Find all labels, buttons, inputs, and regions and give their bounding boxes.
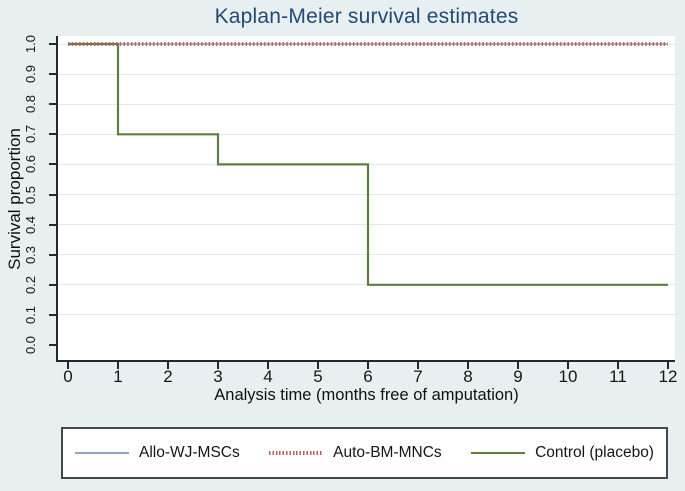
- y-gridline: [58, 194, 675, 195]
- x-tick: [517, 362, 519, 369]
- x-tick-label: 11: [609, 367, 627, 386]
- x-tick-label: 9: [513, 367, 523, 386]
- y-tick: [49, 163, 56, 166]
- y-tick-label: 0.5: [23, 185, 38, 204]
- x-tick-label: 1: [113, 367, 123, 386]
- y-axis-line: [56, 36, 58, 362]
- y-tick: [49, 223, 56, 226]
- y-tick-label: 0.4: [23, 215, 38, 234]
- x-tick-label: 12: [658, 367, 678, 386]
- legend-entry: Allo-WJ-MSCs: [75, 444, 240, 462]
- x-tick-label: 10: [558, 367, 578, 386]
- legend-entry: Auto-BM-MNCs: [269, 444, 442, 462]
- x-tick-label: 4: [263, 367, 273, 386]
- legend-label: Control (placebo): [535, 444, 654, 461]
- x-tick: [417, 362, 419, 369]
- y-tick-label: 0.1: [23, 305, 38, 324]
- y-tick-label: 0.3: [23, 245, 38, 264]
- legend-label: Auto-BM-MNCs: [333, 444, 442, 461]
- legend-entry: Control (placebo): [471, 444, 654, 462]
- series-line-control-placebo: [68, 42, 668, 286]
- chart-title: Kaplan-Meier survival estimates: [214, 5, 519, 28]
- x-tick: [267, 362, 269, 369]
- y-gridline: [58, 284, 675, 286]
- x-tick: [367, 362, 369, 369]
- y-tick: [49, 283, 56, 286]
- y-tick-label: 0.2: [23, 275, 38, 294]
- legend-line-sample-dotted-red: [269, 451, 324, 455]
- legend: Allo-WJ-MSCs Auto-BM-MNCs Control (place…: [61, 427, 668, 479]
- y-tick: [49, 103, 56, 106]
- x-axis-line: [56, 360, 675, 362]
- x-tick: [67, 362, 69, 369]
- x-tick: [567, 362, 569, 369]
- y-tick-label: 0.9: [23, 65, 38, 84]
- y-gridline: [58, 314, 675, 316]
- x-tick: [617, 362, 619, 369]
- x-tick: [317, 362, 319, 369]
- x-tick: [467, 362, 469, 369]
- y-tick-label: 0.0: [23, 335, 38, 355]
- x-tick-label: 7: [413, 367, 423, 386]
- x-tick-label: 0: [63, 367, 73, 386]
- y-gridline: [58, 103, 675, 105]
- y-tick: [49, 313, 56, 316]
- plot-area: 0.0 0.1 0.2 0.3 0.4 0.5 0.6 0.7 0.8 0.9 1.0 0 1 2 3 4 5 6…: [23, 35, 677, 386]
- legend-line-sample-solid-green: [471, 452, 526, 454]
- x-tick-label: 8: [463, 367, 473, 386]
- x-tick-label: 5: [313, 367, 323, 386]
- y-gridline: [58, 73, 675, 75]
- x-tick-label: 2: [163, 367, 173, 386]
- x-tick-label: 3: [213, 367, 223, 386]
- x-tick-label: 6: [363, 367, 373, 386]
- series-layer: [68, 42, 668, 286]
- y-gridline: [58, 254, 675, 256]
- x-tick: [167, 362, 169, 369]
- y-tick: [49, 253, 56, 256]
- y-gridline: [58, 133, 675, 135]
- x-tick: [117, 362, 119, 369]
- legend-line-sample-solid-blue: [75, 452, 129, 454]
- y-tick: [49, 43, 56, 45]
- y-tick-label: 0.8: [23, 95, 38, 114]
- y-tick: [49, 73, 56, 76]
- y-gridline: [58, 224, 675, 226]
- y-tick-label: 0.6: [23, 155, 38, 174]
- y-tick: [49, 193, 56, 196]
- y-tick: [49, 133, 56, 136]
- x-tick: [217, 362, 219, 369]
- x-axis-title: Analysis time (months free of amputation…: [214, 386, 519, 404]
- x-tick: [667, 362, 669, 369]
- legend-label: Allo-WJ-MSCs: [139, 444, 240, 461]
- y-tick-label: 1.0: [23, 34, 38, 54]
- y-tick: [49, 344, 56, 346]
- y-tick-label: 0.7: [23, 125, 38, 144]
